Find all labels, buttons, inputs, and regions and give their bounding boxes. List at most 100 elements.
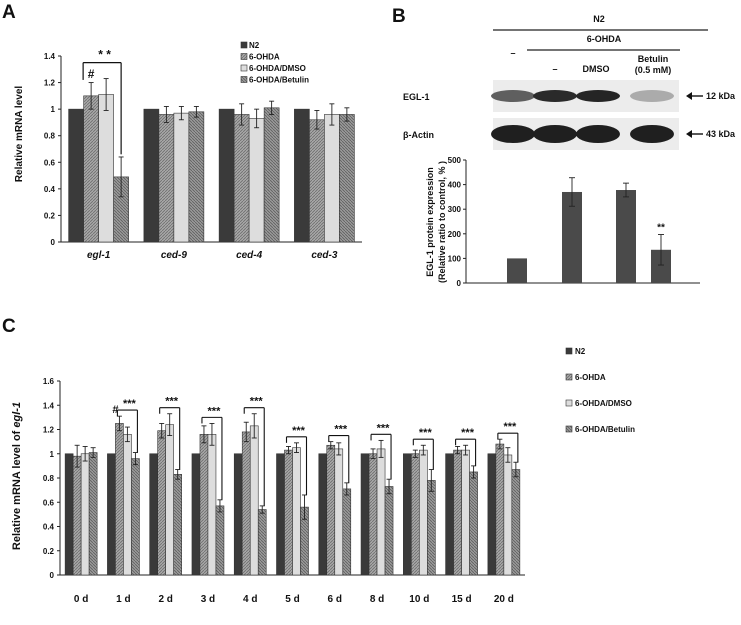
bar-6-ohda-dmso-3 bbox=[324, 114, 340, 243]
y-tick-label: 1.4 bbox=[44, 52, 56, 61]
chart-a: 0 0.2 0.4 0.6 0.8 1 1.2 1.4 egl-1 ced-9 ced-4 ced-3… bbox=[44, 48, 362, 261]
bar-6-ohda-dmso-2 bbox=[165, 424, 174, 576]
legend-label-3: 6-OHDA/Betulin bbox=[575, 425, 635, 434]
significance-stars-6: *** bbox=[334, 424, 348, 436]
bar-6-ohda-dmso-0 bbox=[98, 94, 114, 243]
bar-6-ohda-betulin-3 bbox=[215, 505, 225, 576]
blot-row-label-1: β-Actin bbox=[403, 130, 434, 140]
bar-n2-4 bbox=[233, 453, 243, 576]
chart-b: 0 100 200 300 400 500 ** bbox=[448, 156, 700, 288]
bar-b-0 bbox=[507, 258, 527, 283]
x-category-label-4: 4 d bbox=[243, 594, 257, 605]
chart-c-ylabel: Relative mRNA level of egl-1 bbox=[11, 402, 23, 550]
x-category-label-10: 20 d bbox=[494, 594, 514, 605]
blot-band-0-0 bbox=[491, 90, 535, 102]
chart-c-legend: N2 6-OHDA 6-OHDA/DMSO 6-OHDA/Betulin bbox=[565, 347, 635, 434]
bar-6-ohda-dmso-4 bbox=[249, 425, 259, 576]
y-tick-label: 0 bbox=[457, 279, 462, 288]
blot-band-1-1 bbox=[533, 125, 577, 143]
bar-6-ohda-2 bbox=[157, 430, 166, 576]
bar-6-ohda-betulin-9 bbox=[469, 471, 478, 576]
significance-stars-2: *** bbox=[165, 396, 179, 408]
bar-6-ohda-betulin-2 bbox=[173, 474, 182, 576]
bar-6-ohda-betulin-8 bbox=[427, 480, 436, 576]
significance-hash: # bbox=[88, 67, 95, 81]
bar-n2-3 bbox=[191, 453, 201, 576]
legend-swatch-0 bbox=[565, 347, 573, 355]
bar-n2-0 bbox=[64, 453, 74, 576]
bar-6-ohda-dmso-8 bbox=[419, 449, 428, 576]
y-tick-label: 400 bbox=[448, 181, 462, 190]
bar-6-ohda-1 bbox=[115, 423, 124, 576]
legend-label-1: 6-OHDA bbox=[575, 373, 606, 382]
x-category-label-6: 6 d bbox=[328, 594, 342, 605]
x-category-label-3: ced-3 bbox=[311, 250, 338, 261]
chart-c-ylabel-prefix: Relative mRNA level of bbox=[11, 428, 23, 550]
bar-6-ohda-3 bbox=[199, 434, 209, 576]
legend-label-0: N2 bbox=[249, 41, 260, 50]
legend-swatch-3 bbox=[565, 425, 573, 433]
y-tick-label: 500 bbox=[448, 156, 462, 165]
y-tick-label: 0 bbox=[51, 238, 56, 247]
significance-stars-7: *** bbox=[377, 422, 391, 434]
legend-label-2: 6-OHDA/DMSO bbox=[575, 399, 632, 408]
y-tick-label: 1.4 bbox=[43, 401, 55, 410]
bar-6-ohda-betulin-1 bbox=[188, 111, 205, 243]
blot-size-label-1: 43 kDa bbox=[706, 129, 736, 139]
bar-b-3 bbox=[651, 249, 671, 283]
panel-label-a: A bbox=[2, 2, 16, 23]
blot-lane-label-1: – bbox=[510, 48, 515, 58]
y-tick-label: 1 bbox=[50, 450, 55, 459]
x-category-label-9: 15 d bbox=[452, 594, 472, 605]
y-tick-label: 200 bbox=[448, 230, 462, 239]
significance-stars-10: *** bbox=[503, 421, 517, 433]
x-category-label-1: 1 d bbox=[116, 594, 130, 605]
chart-c-ylabel-gene: egl-1 bbox=[11, 402, 23, 428]
bar-6-ohda-dmso-1 bbox=[173, 112, 190, 243]
bar-6-ohda-dmso-0 bbox=[80, 453, 90, 576]
bar-n2-9 bbox=[445, 453, 454, 576]
bar-6-ohda-dmso-7 bbox=[376, 448, 386, 576]
panel-label-c: C bbox=[2, 316, 16, 337]
significance-stars-5: *** bbox=[292, 425, 306, 437]
bar-6-ohda-dmso-5 bbox=[292, 447, 301, 576]
x-category-label-0: 0 d bbox=[74, 594, 88, 605]
bar-n2-1 bbox=[143, 108, 160, 243]
legend-swatch-2 bbox=[240, 64, 248, 72]
blot-size-label-0: 12 kDa bbox=[706, 91, 736, 101]
x-category-label-1: ced-9 bbox=[161, 250, 188, 261]
bar-6-ohda-2 bbox=[233, 114, 250, 243]
bar-6-ohda-4 bbox=[241, 431, 251, 576]
significance-stars-8: *** bbox=[419, 427, 433, 439]
blot-size-arrowhead-1 bbox=[686, 130, 692, 138]
legend-swatch-0 bbox=[240, 41, 248, 49]
bar-6-ohda-betulin-3 bbox=[339, 114, 355, 243]
chart-a-legend: N2 6-OHDA 6-OHDA/DMSO 6-OHDA/Betulin bbox=[240, 41, 309, 85]
bar-6-ohda-8 bbox=[411, 453, 420, 576]
x-category-label-2: 2 d bbox=[158, 594, 172, 605]
bar-6-ohda-betulin-10 bbox=[511, 469, 521, 576]
bar-n2-8 bbox=[403, 453, 412, 576]
bar-6-ohda-5 bbox=[284, 449, 293, 576]
chart-b-ylabel-line2: (Relative ratio to control, % ) bbox=[437, 161, 447, 283]
chart-c: 0 0.2 0.4 0.6 0.8 1 1.2 1.4 1.6 0 d 1 d 2 d 3 d 4 d 5 … bbox=[43, 377, 525, 605]
bar-6-ohda-betulin-6 bbox=[342, 488, 352, 576]
significance-stars-1: *** bbox=[123, 398, 137, 410]
y-tick-label: 0.2 bbox=[43, 547, 55, 556]
legend-label-1: 6-OHDA bbox=[249, 53, 280, 62]
bar-6-ohda-3 bbox=[309, 119, 325, 243]
y-tick-label: 1.2 bbox=[44, 79, 56, 88]
bar-6-ohda-dmso-3 bbox=[207, 434, 217, 576]
bar-b-1 bbox=[562, 191, 582, 283]
y-tick-label: 1 bbox=[51, 105, 56, 114]
y-tick-label: 300 bbox=[448, 205, 462, 214]
blot-header-6ohda: 6-OHDA bbox=[587, 34, 622, 44]
y-tick-label: 1.6 bbox=[43, 377, 55, 386]
y-tick-label: 100 bbox=[448, 254, 462, 263]
blot-betulin-concentration: (0.5 mM) bbox=[635, 65, 672, 75]
x-category-label-3: 3 d bbox=[201, 594, 215, 605]
significance-stars: ** bbox=[657, 223, 665, 234]
bar-6-ohda-10 bbox=[495, 443, 505, 576]
bar-n2-10 bbox=[487, 453, 497, 576]
